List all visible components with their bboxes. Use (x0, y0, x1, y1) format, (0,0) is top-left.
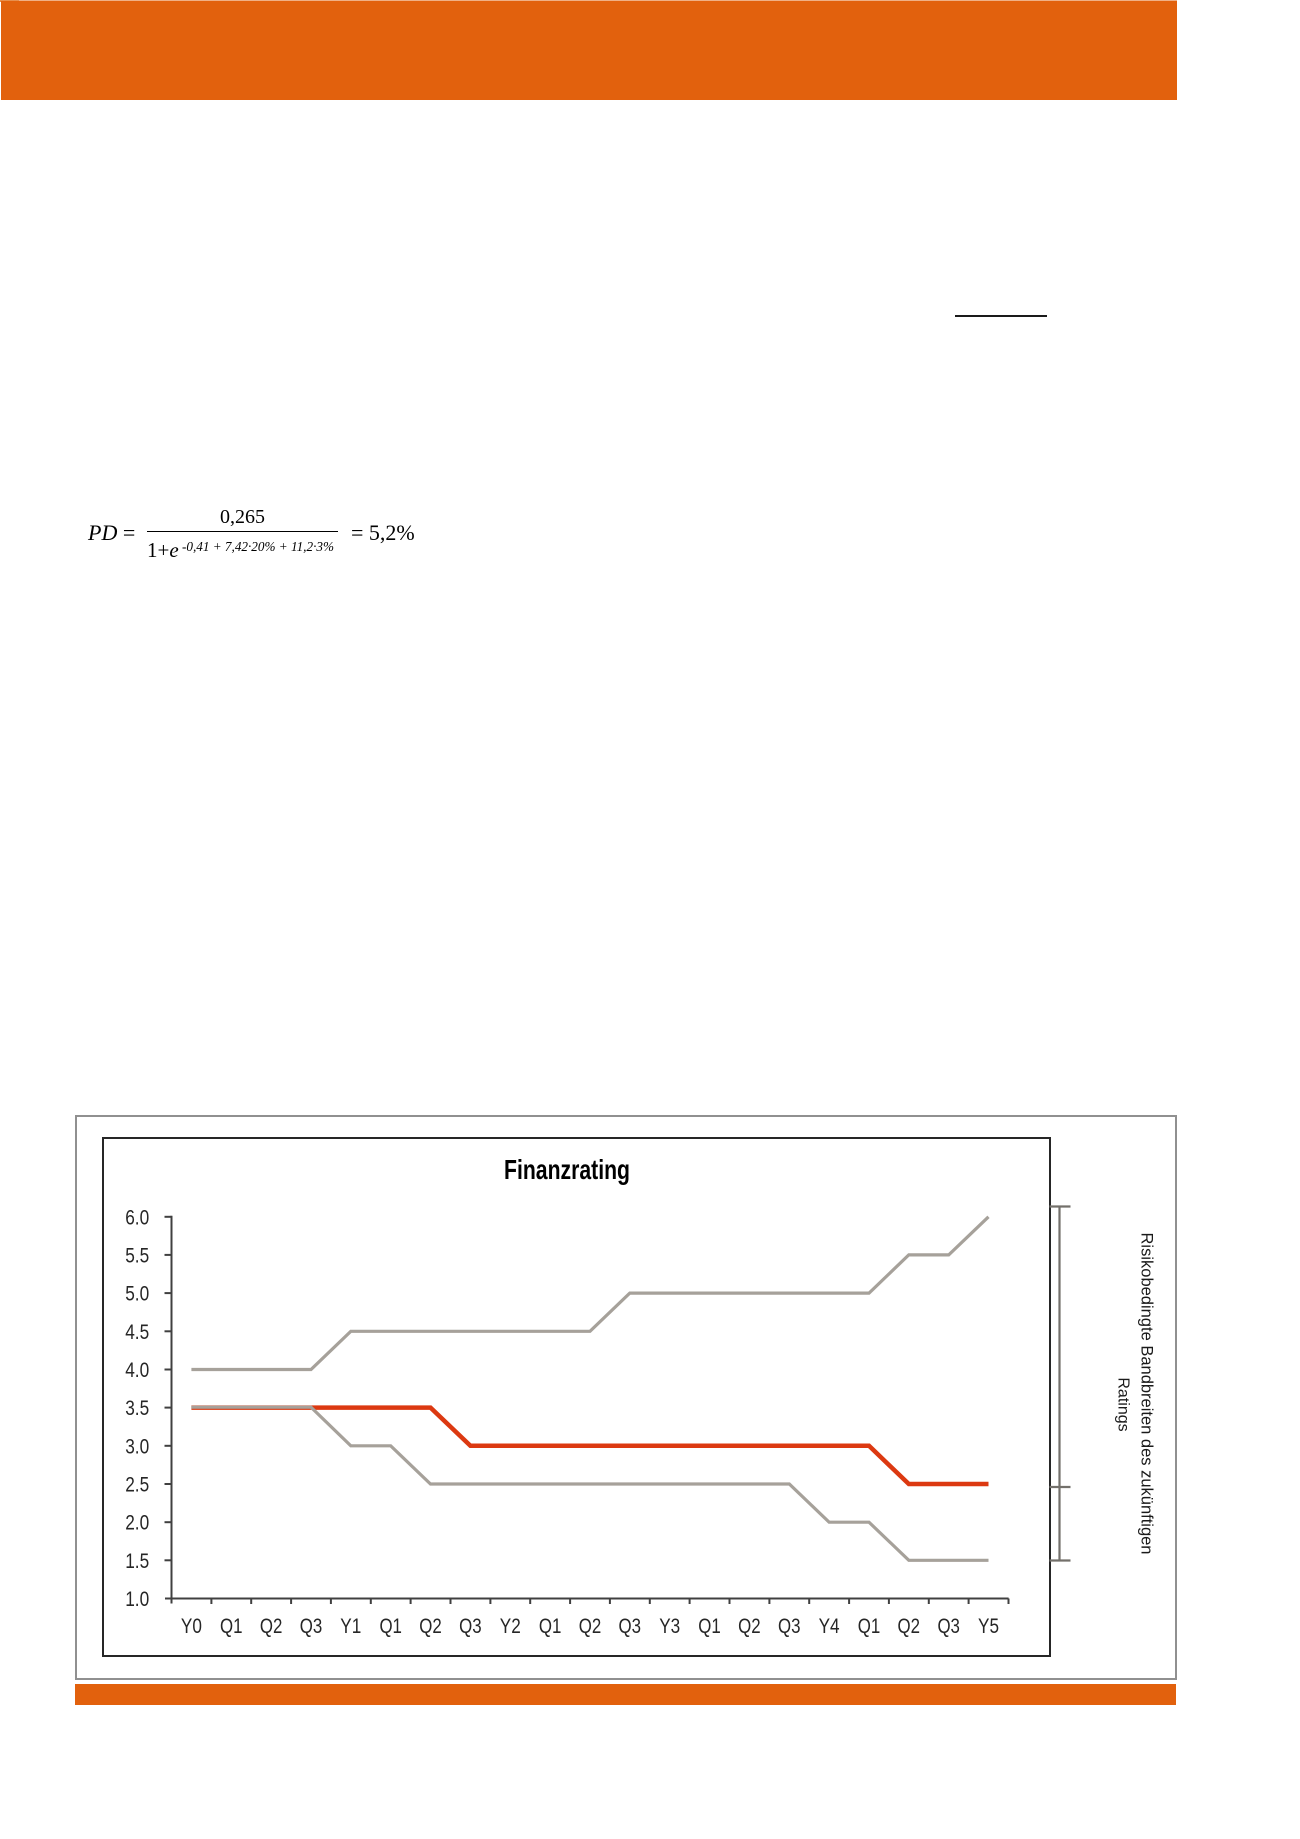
svg-text:Q3: Q3 (459, 1615, 482, 1638)
svg-text:6.0: 6.0 (125, 1206, 149, 1229)
svg-text:Q1: Q1 (698, 1615, 721, 1638)
svg-text:Q2: Q2 (579, 1615, 602, 1638)
svg-text:Finanzrating: Finanzrating (504, 1154, 630, 1185)
svg-text:Q1: Q1 (539, 1615, 562, 1638)
svg-text:5.0: 5.0 (125, 1283, 149, 1306)
svg-text:1.0: 1.0 (125, 1588, 149, 1611)
svg-text:Y4: Y4 (819, 1615, 840, 1638)
svg-text:Y5: Y5 (978, 1615, 999, 1638)
svg-text:3.0: 3.0 (125, 1435, 149, 1458)
svg-text:Q3: Q3 (937, 1615, 960, 1638)
svg-text:Y0: Y0 (181, 1615, 202, 1638)
svg-text:3.5: 3.5 (125, 1397, 149, 1420)
svg-text:1.5: 1.5 (125, 1550, 149, 1573)
svg-text:Q2: Q2 (898, 1615, 921, 1638)
svg-text:Q1: Q1 (379, 1615, 402, 1638)
svg-text:5.5: 5.5 (125, 1244, 149, 1267)
svg-text:Q3: Q3 (300, 1615, 323, 1638)
svg-text:4.5: 4.5 (125, 1321, 149, 1344)
svg-text:Q3: Q3 (778, 1615, 801, 1638)
svg-text:Q2: Q2 (419, 1615, 442, 1638)
svg-text:2.5: 2.5 (125, 1474, 149, 1497)
svg-text:Y1: Y1 (340, 1615, 361, 1638)
svg-text:Q2: Q2 (260, 1615, 283, 1638)
svg-text:Q2: Q2 (738, 1615, 761, 1638)
svg-text:2.0: 2.0 (125, 1512, 149, 1535)
svg-text:4.0: 4.0 (125, 1359, 149, 1382)
svg-text:Y2: Y2 (500, 1615, 521, 1638)
svg-text:Q1: Q1 (220, 1615, 243, 1638)
svg-text:Q1: Q1 (858, 1615, 881, 1638)
svg-text:Y3: Y3 (659, 1615, 680, 1638)
svg-text:Q3: Q3 (619, 1615, 642, 1638)
